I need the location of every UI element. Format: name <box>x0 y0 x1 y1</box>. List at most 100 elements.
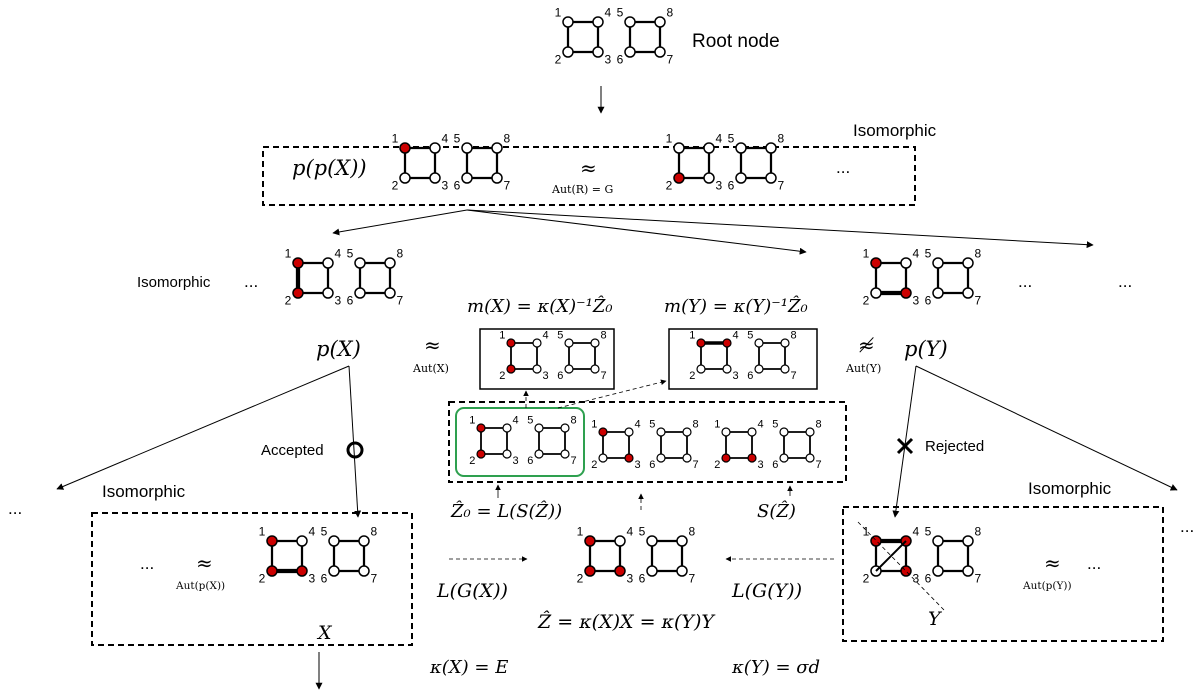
svg-text:8: 8 <box>570 414 576 426</box>
approx-top: ≈ <box>580 156 597 180</box>
svg-text:3: 3 <box>715 179 722 193</box>
svg-text:2: 2 <box>714 459 720 471</box>
svg-text:6: 6 <box>454 179 461 193</box>
isomorphic-label-mid: Isomorphic <box>137 274 211 291</box>
svg-text:8: 8 <box>790 329 796 341</box>
svg-text:1: 1 <box>863 524 870 538</box>
svg-text:8: 8 <box>688 524 695 538</box>
my-label: m(Y) = κ(Y)⁻¹Ẑ₀ <box>664 294 808 317</box>
svg-text:1: 1 <box>392 131 399 145</box>
svg-text:3: 3 <box>604 53 611 67</box>
svg-text:2: 2 <box>591 459 597 471</box>
mx-box <box>479 328 615 390</box>
ppx-graph-a: 1 4 2 3 5 8 6 7 <box>392 131 511 192</box>
root-node-label: Root node <box>692 31 780 52</box>
svg-text:1: 1 <box>285 246 292 260</box>
candidate-2: 1 4 2 3 5 8 6 7 <box>591 418 698 471</box>
aut-r-label: Aut(R) = G <box>551 183 613 196</box>
px-graph: 1 4 2 3 5 8 6 7 <box>285 246 404 307</box>
svg-text:1: 1 <box>689 329 695 341</box>
tree-edges <box>56 86 1178 690</box>
solid-small-arrows <box>495 484 793 498</box>
svg-text:5: 5 <box>347 246 354 260</box>
svg-text:5: 5 <box>925 246 932 260</box>
svg-text:7: 7 <box>396 294 403 308</box>
svg-text:3: 3 <box>512 455 518 467</box>
svg-text:3: 3 <box>334 294 341 308</box>
rejected-mark-icon <box>896 437 914 455</box>
svg-text:5: 5 <box>454 131 461 145</box>
svg-text:3: 3 <box>732 370 738 382</box>
svg-text:3: 3 <box>912 572 919 586</box>
px-label: p(X) <box>316 337 361 361</box>
z0-green-box <box>455 407 585 477</box>
svg-text:6: 6 <box>321 572 328 586</box>
svg-text:1: 1 <box>714 418 720 430</box>
svg-text:7: 7 <box>600 370 606 382</box>
accepted-label: Accepted <box>261 442 324 459</box>
svg-text:2: 2 <box>259 572 266 586</box>
dashed-boxes <box>91 146 1164 646</box>
approx-left: ≈ <box>196 551 213 575</box>
py-label: p(Y) <box>904 337 948 361</box>
svg-text:5: 5 <box>557 329 563 341</box>
ppx-label: p(p(X)) <box>292 156 367 180</box>
napprox-py: ≉ <box>858 333 875 357</box>
svg-text:6: 6 <box>557 370 563 382</box>
svg-text:4: 4 <box>308 524 315 538</box>
svg-text:4: 4 <box>626 524 633 538</box>
svg-text:1: 1 <box>863 246 870 260</box>
isomorphic-label-top: Isomorphic <box>853 121 937 140</box>
sz-label: S(Ẑ) <box>757 499 796 522</box>
svg-text:4: 4 <box>512 414 518 426</box>
svg-text:1: 1 <box>666 131 673 145</box>
dashed-arrows <box>449 379 834 562</box>
mx-label: m(X) = κ(X)⁻¹Ẑ₀ <box>467 294 613 317</box>
svg-text:2: 2 <box>469 455 475 467</box>
svg-text:1: 1 <box>469 414 475 426</box>
svg-text:8: 8 <box>692 418 698 430</box>
svg-text:3: 3 <box>308 572 315 586</box>
mx-graph: 1 4 2 3 5 8 6 7 <box>499 329 606 382</box>
z0-label: Ẑ₀ = L(S(Ẑ)) <box>450 499 562 522</box>
svg-text:6: 6 <box>728 179 735 193</box>
aut-x-label: Aut(X) <box>412 362 449 375</box>
aut-ppx-label: Aut(p(X)) <box>175 580 225 592</box>
svg-text:6: 6 <box>639 572 646 586</box>
svg-text:3: 3 <box>912 294 919 308</box>
rejected-label: Rejected <box>925 438 984 455</box>
ppx-graph-b: 1 4 2 3 5 8 6 7 <box>666 131 785 192</box>
svg-text:4: 4 <box>604 5 611 19</box>
my-box <box>668 328 818 390</box>
svg-text:8: 8 <box>777 131 784 145</box>
svg-text:4: 4 <box>441 131 448 145</box>
svg-text:8: 8 <box>396 246 403 260</box>
svg-text:4: 4 <box>757 418 763 430</box>
svg-text:4: 4 <box>334 246 341 260</box>
svg-text:7: 7 <box>974 294 981 308</box>
svg-text:5: 5 <box>639 524 646 538</box>
svg-text:2: 2 <box>689 370 695 382</box>
accepted-mark-icon <box>346 441 364 459</box>
approx-px: ≈ <box>424 333 441 357</box>
svg-text:8: 8 <box>974 246 981 260</box>
svg-text:4: 4 <box>912 246 919 260</box>
svg-text:6: 6 <box>527 455 533 467</box>
svg-text:4: 4 <box>542 329 548 341</box>
svg-text:5: 5 <box>649 418 655 430</box>
my-graph: 1 4 2 3 5 8 6 7 <box>689 329 796 382</box>
ellipsis-3: ... <box>1018 272 1032 291</box>
py-graph: 1 4 2 3 5 8 6 7 <box>863 246 982 307</box>
svg-text:5: 5 <box>321 524 328 538</box>
ky-label: κ(Y) = σd <box>731 657 820 678</box>
svg-text:2: 2 <box>577 572 584 586</box>
ellipsis-8: ... <box>1180 517 1194 536</box>
svg-text:1: 1 <box>577 524 584 538</box>
svg-text:5: 5 <box>747 329 753 341</box>
left-leaf-box <box>91 512 413 646</box>
svg-text:5: 5 <box>728 131 735 145</box>
kx-label: κ(X) = E <box>429 657 508 678</box>
svg-text:3: 3 <box>626 572 633 586</box>
svg-text:4: 4 <box>634 418 640 430</box>
